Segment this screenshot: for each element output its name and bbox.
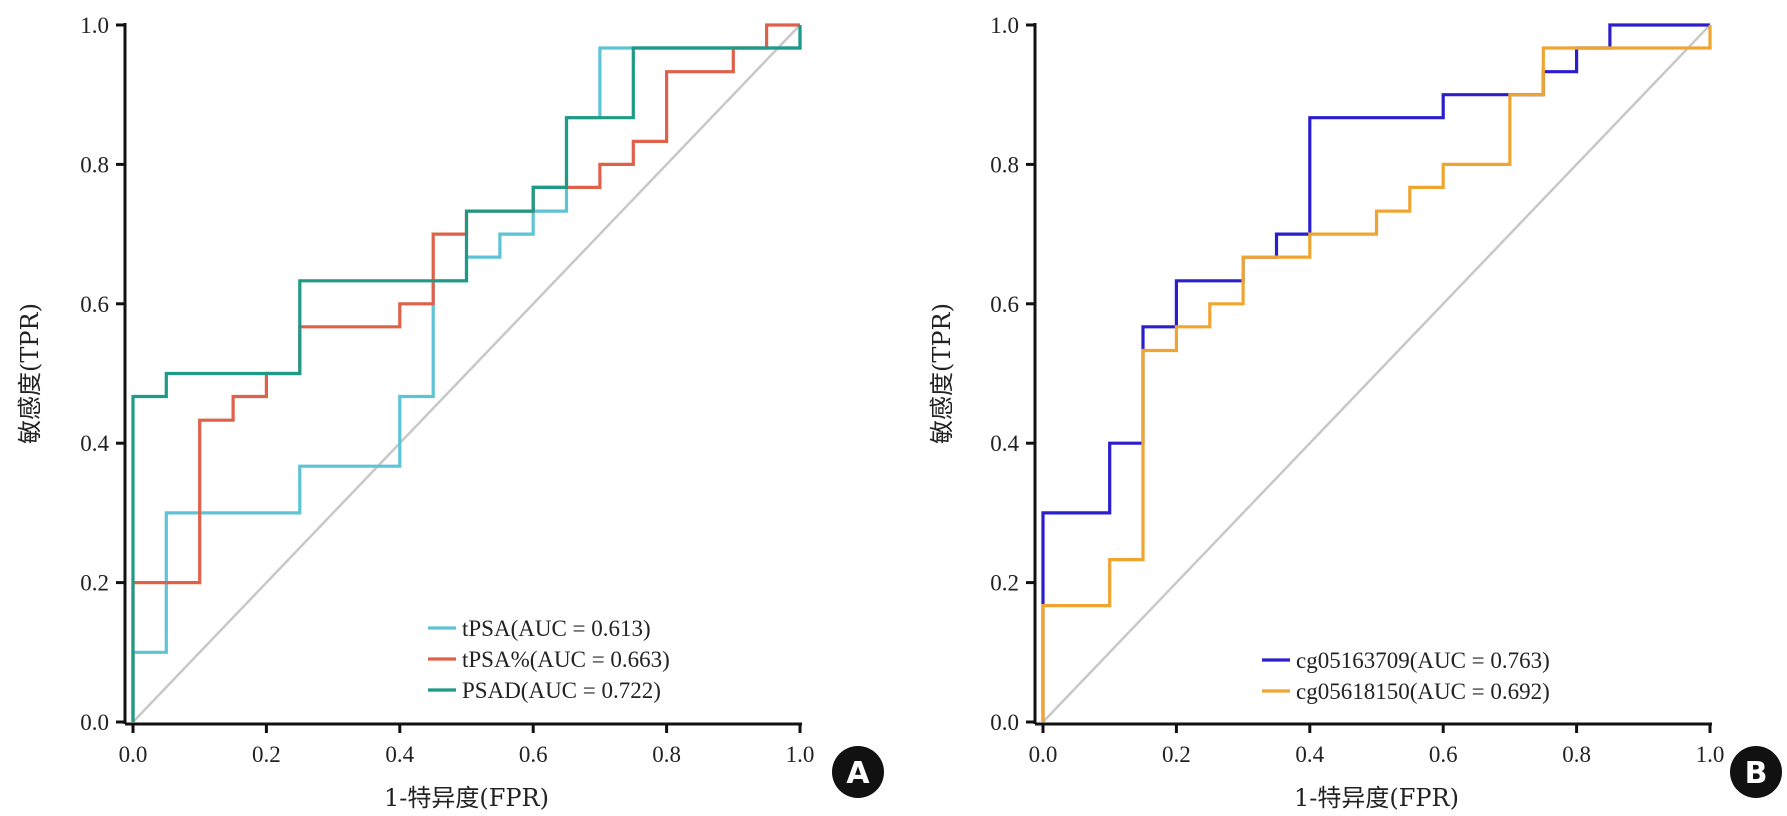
roc-curve-2	[1041, 25, 1712, 722]
x-tick-label: 0.0	[1029, 742, 1058, 767]
y-tick-label: 0.2	[80, 571, 109, 596]
y-tick-label: 0.6	[990, 292, 1019, 317]
y-tick-label: 0.2	[990, 571, 1019, 596]
reference-diagonal-line	[1042, 24, 1711, 723]
y-tick-label: 0.8	[990, 152, 1019, 177]
y-tick-label: 0.4	[80, 431, 109, 456]
legend-entry-label: tPSA(AUC = 0.613)	[462, 616, 651, 641]
roc-panel-b: 0.0 0.2 0.4 0.6 0.8 1.0 0.0 0.2 0.4 0.6 0.8 1.0 1-特异…	[928, 13, 1782, 812]
panel-label-text: B	[1745, 756, 1768, 791]
y-tick-label: 1.0	[990, 13, 1019, 38]
x-tick-label: 1.0	[1696, 742, 1725, 767]
reference-diagonal-line	[132, 24, 801, 723]
panel-label-badge: A	[832, 746, 884, 798]
legend: cg05163709(AUC = 0.763) cg05618150(AUC = …	[1262, 648, 1550, 704]
legend-entry-label: PSAD(AUC = 0.722)	[462, 678, 661, 703]
x-tick-label: 0.8	[652, 742, 681, 767]
y-tick-label: 0.6	[80, 292, 109, 317]
x-tick-label: 0.4	[385, 742, 414, 767]
y-tick-label: 0.8	[80, 152, 109, 177]
roc-curve-3	[131, 25, 802, 722]
legend-entry-label: tPSA%(AUC = 0.663)	[462, 647, 670, 672]
y-tick-label: 0.4	[990, 431, 1019, 456]
y-tick-label: 0.0	[990, 710, 1019, 735]
roc-curve-1	[1041, 23, 1710, 722]
y-axis-title: 敏感度(TPR)	[16, 303, 44, 444]
legend: tPSA(AUC = 0.613) tPSA%(AUC = 0.663) PSAD(…	[428, 616, 670, 703]
panel-label-text: A	[846, 756, 870, 791]
x-axis-title: 1-特异度(FPR)	[384, 784, 549, 812]
x-tick-label: 1.0	[786, 742, 815, 767]
x-tick-label: 0.4	[1295, 742, 1324, 767]
panel-label-circle	[832, 746, 884, 798]
legend-entry-label: cg05618150(AUC = 0.692)	[1296, 679, 1550, 704]
panel-label-badge: B	[1730, 746, 1782, 798]
y-axis-title: 敏感度(TPR)	[928, 303, 956, 444]
legend-entry-label: cg05163709(AUC = 0.763)	[1296, 648, 1550, 673]
roc-panel-a: 0.0 0.2 0.4 0.6 0.8 1.0 0.0 0.2 0.4 0.6 0.8 1.0 1-特异…	[16, 13, 884, 812]
x-tick-label: 0.2	[252, 742, 281, 767]
y-tick-label: 1.0	[80, 13, 109, 38]
x-tick-label: 0.6	[519, 742, 548, 767]
panel-label-circle	[1730, 746, 1782, 798]
x-tick-label: 0.6	[1429, 742, 1458, 767]
y-tick-label: 0.0	[80, 710, 109, 735]
x-tick-label: 0.2	[1162, 742, 1191, 767]
x-tick-label: 0.8	[1562, 742, 1591, 767]
x-tick-label: 0.0	[119, 742, 148, 767]
x-axis-title: 1-特异度(FPR)	[1294, 784, 1459, 812]
